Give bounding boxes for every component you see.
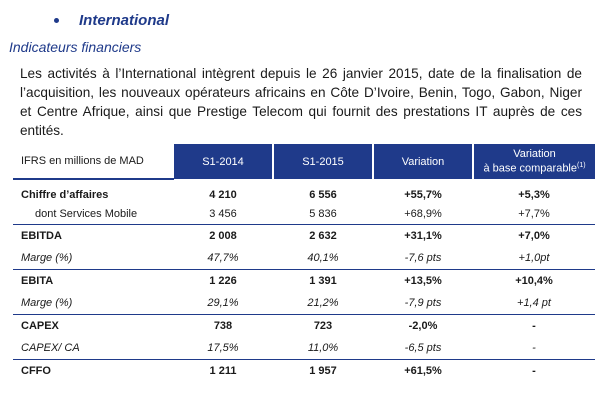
cell-variation-comparable: +1,4 pt <box>517 297 551 309</box>
section-title-text: International <box>79 12 170 29</box>
cell-variation: +13,5% <box>373 269 473 292</box>
row-label: Marge (%) <box>21 252 73 264</box>
intro-text: Les activités à l’International intègren… <box>20 66 582 138</box>
cell-s1-2015: 5 836 <box>309 208 337 220</box>
table-row-marge-ebitda: Marge (%) 47,7% 40,1% -7,6 pts +1,0pt <box>13 247 595 270</box>
row-label: Chiffre d’affaires <box>21 189 109 201</box>
cell-variation: +68,9% <box>404 208 442 220</box>
cell-variation: -2,0% <box>373 314 473 337</box>
row-label: CFFO <box>13 359 173 382</box>
cell-variation: -7,6 pts <box>404 252 442 264</box>
cell-variation: +61,5% <box>373 359 473 382</box>
header-label: IFRS en millions de MAD <box>13 144 173 180</box>
cell-variation-comparable: - <box>473 314 595 337</box>
cell-s1-2015: 21,2% <box>307 297 339 309</box>
header-variation-comparable: Variation à base comparable(1) <box>472 144 595 179</box>
row-label: dont Services Mobile <box>35 208 138 220</box>
header-s1-2015: S1-2015 <box>272 144 373 179</box>
cell-variation: +31,1% <box>373 224 473 247</box>
cell-s1-2014: 1 226 <box>173 269 273 292</box>
header-variation: Variation <box>372 144 473 179</box>
table-row-capex: CAPEX 738 723 -2,0% - <box>13 314 595 337</box>
row-label: CAPEX <box>13 314 173 337</box>
cell-s1-2014: 2 008 <box>173 224 273 247</box>
cell-variation-comparable: - <box>473 359 595 382</box>
table-row-services-mobile: dont Services Mobile 3 456 5 836 +68,9% … <box>13 204 595 225</box>
footnote-marker: (1) <box>577 162 586 170</box>
table-row-ebita: EBITA 1 226 1 391 +13,5% +10,4% <box>13 269 595 292</box>
section-title: International <box>54 12 169 29</box>
cell-s1-2015: 2 632 <box>273 224 373 247</box>
cell-variation-comparable: +1,0pt <box>518 252 550 264</box>
cell-variation: -7,9 pts <box>404 297 442 309</box>
intro-paragraph: Les activités à l’International intègren… <box>20 64 582 140</box>
cell-s1-2015: 40,1% <box>307 252 339 264</box>
cell-s1-2015: 1 391 <box>273 269 373 292</box>
table-row-marge-ebita: Marge (%) 29,1% 21,2% -7,9 pts +1,4 pt <box>13 292 595 315</box>
row-label: Marge (%) <box>21 297 73 309</box>
financial-indicators-table: IFRS en millions de MAD S1-2014 S1-2015 … <box>13 144 595 382</box>
header-variation-comparable-line1: Variation <box>513 148 556 161</box>
header-variation-comparable-line2: à base comparable <box>483 162 577 175</box>
cell-variation: +55,7% <box>404 188 442 201</box>
cell-variation-comparable: - <box>532 342 536 354</box>
cell-s1-2014: 29,1% <box>207 297 239 309</box>
cell-s1-2014: 738 <box>173 314 273 337</box>
table-row-cffo: CFFO 1 211 1 957 +61,5% - <box>13 359 595 382</box>
bullet-icon <box>54 18 59 23</box>
table-row-chiffre-affaires: Chiffre d’affaires 4 210 6 556 +55,7% +5… <box>13 179 595 204</box>
cell-variation-comparable: +7,7% <box>518 208 550 220</box>
cell-s1-2015: 6 556 <box>309 188 337 201</box>
cell-s1-2014: 47,7% <box>207 252 239 264</box>
cell-s1-2014: 1 211 <box>173 359 273 382</box>
cell-variation-comparable: +10,4% <box>473 269 595 292</box>
cell-s1-2014: 17,5% <box>207 342 239 354</box>
sub-heading: Indicateurs financiers <box>9 39 142 55</box>
row-label: EBITA <box>13 269 173 292</box>
cell-variation-comparable: +7,0% <box>473 224 595 247</box>
table-header-row: IFRS en millions de MAD S1-2014 S1-2015 … <box>13 144 595 180</box>
cell-s1-2015: 723 <box>273 314 373 337</box>
row-label: EBITDA <box>13 224 173 247</box>
row-label: CAPEX/ CA <box>21 342 80 354</box>
header-s1-2014: S1-2014 <box>172 144 273 179</box>
cell-s1-2015: 1 957 <box>273 359 373 382</box>
table-row-capex-ca: CAPEX/ CA 17,5% 11,0% -6,5 pts - <box>13 337 595 360</box>
cell-s1-2015: 11,0% <box>307 342 339 354</box>
cell-s1-2014: 4 210 <box>209 188 237 201</box>
cell-variation: -6,5 pts <box>404 342 442 354</box>
table-row-ebitda: EBITDA 2 008 2 632 +31,1% +7,0% <box>13 224 595 247</box>
cell-variation-comparable: +5,3% <box>518 188 550 201</box>
cell-s1-2014: 3 456 <box>209 208 237 220</box>
